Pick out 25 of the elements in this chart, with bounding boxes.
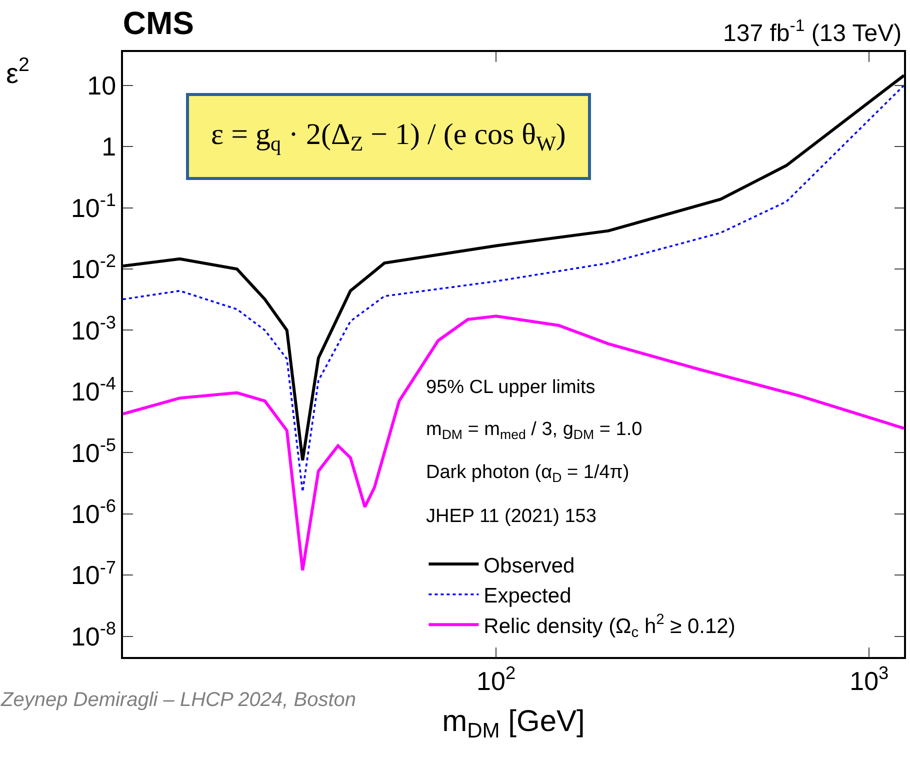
chart-title: CMS (122, 4, 194, 41)
legend-label: Expected (484, 584, 572, 608)
x-axis-title: m$_{DM}$ [GeV] (442, 704, 585, 742)
y-tick-label: 10$^{-7}$ (70, 557, 116, 590)
y-tick-label: 10 (87, 70, 116, 100)
y-tick-label: 10$^{-2}$ (70, 251, 116, 284)
annotation: Dark photon (α$_{D}$ = 1/4π) (426, 462, 630, 485)
y-tick-label: 10$^{-3}$ (70, 312, 116, 346)
y-tick-label: 1 (102, 132, 116, 162)
y-axis-title: ε$^{2}$ (6, 54, 30, 89)
annotation: ε = g$_{q}$ · 2(Δ$_{Z}$ − 1) / (e cos θ$_{W}$) (211, 118, 566, 156)
y-tick-label: 10$^{-4}$ (70, 374, 116, 407)
x-tick-label: 10$^{3}$ (850, 663, 889, 696)
legend-label: Relic density (Ω$_{c}$ h$^{2}$ ≥ 0.12) (484, 612, 736, 642)
y-tick-label: 10$^{-5}$ (70, 434, 116, 468)
text: 137 fb$^{-1}$ (13 TeV) (723, 16, 902, 48)
y-tick-label: 10$^{-8}$ (70, 618, 116, 652)
x-tick-label: 10$^{2}$ (476, 663, 516, 696)
annotation: m$_{DM}$ = m$_{med}$ / 3, g$_{DM}$ = 1.0 (426, 419, 642, 442)
legend-label: Observed (484, 554, 575, 578)
annotation: JHEP 11 (2021) 153 (426, 506, 596, 527)
y-tick-label: 10$^{-1}$ (70, 190, 116, 223)
y-tick-label: 10$^{-6}$ (70, 496, 116, 529)
text: Zeynep Demiragli – LHCP 2024, Boston (0, 689, 356, 711)
annotation: 95% CL upper limits (426, 377, 596, 398)
